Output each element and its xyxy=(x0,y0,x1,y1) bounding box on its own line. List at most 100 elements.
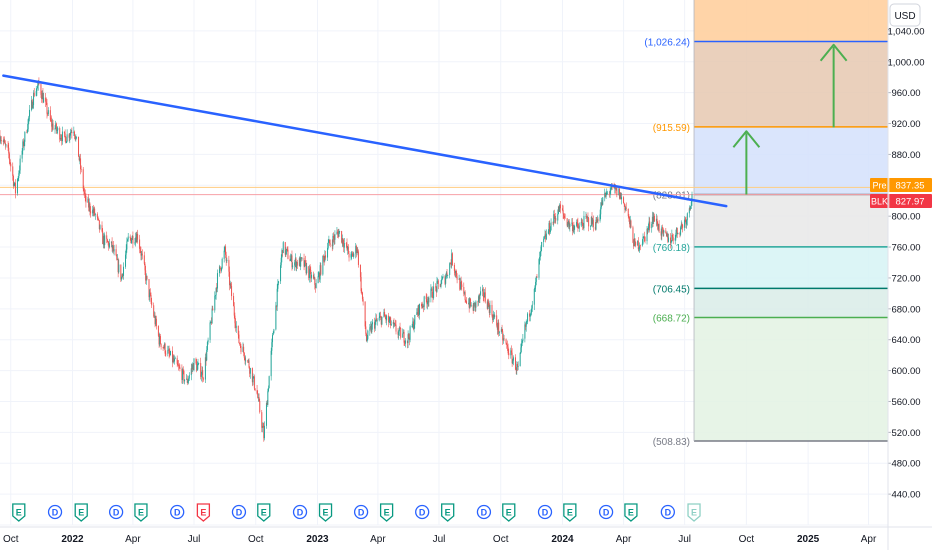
candle-body xyxy=(393,321,395,324)
earnings-marker[interactable] xyxy=(563,503,577,522)
dividend-marker[interactable] xyxy=(415,504,430,520)
price-badge-bg[interactable] xyxy=(870,194,932,208)
dividend-marker[interactable] xyxy=(660,504,675,520)
earnings-marker[interactable] xyxy=(441,503,455,522)
candle-body xyxy=(234,315,236,324)
earnings-marker[interactable] xyxy=(502,503,516,522)
dividend-marker[interactable] xyxy=(108,504,124,520)
time-tick-label: Jul xyxy=(678,534,691,545)
candle-body xyxy=(395,324,397,332)
candle-body xyxy=(296,262,298,266)
candle-body xyxy=(55,123,57,131)
candle-body xyxy=(657,224,659,230)
candle-body xyxy=(327,247,329,258)
time-axis[interactable]: Oct 2022 Apr Jul Oct 2023 Apr Jul Oct 2024 Apr Jul O… xyxy=(0,526,932,545)
earnings-marker[interactable] xyxy=(379,503,394,522)
candle-body xyxy=(233,296,235,307)
candle-body xyxy=(516,364,518,367)
candle-body xyxy=(314,284,316,289)
candle-body xyxy=(417,305,419,315)
candle-body xyxy=(280,257,282,266)
candle-body xyxy=(367,330,369,339)
candle-body xyxy=(427,301,429,303)
candle-body xyxy=(540,246,542,252)
price-badge-value: 837.35 xyxy=(895,181,924,192)
candle-body xyxy=(632,227,634,243)
earnings-marker[interactable] xyxy=(624,503,638,522)
candle-body xyxy=(31,100,33,110)
target-arrows[interactable] xyxy=(732,43,848,195)
candle-body xyxy=(157,326,159,336)
candle-body xyxy=(210,321,212,324)
candle-body xyxy=(233,306,235,316)
candle-body xyxy=(88,198,90,208)
candle-body xyxy=(446,272,448,276)
candle-body xyxy=(315,283,317,289)
candle-body xyxy=(686,220,688,225)
dividend-marker[interactable] xyxy=(292,504,308,520)
candle-body xyxy=(92,209,94,214)
candle-body xyxy=(580,222,582,226)
candle-body xyxy=(347,246,349,254)
candle-body xyxy=(496,325,498,330)
candle-body xyxy=(153,315,155,317)
candle-body xyxy=(267,391,269,405)
candle-body xyxy=(31,100,33,109)
price-axis-bg xyxy=(888,0,932,550)
dividend-marker[interactable] xyxy=(231,504,247,520)
candle-body xyxy=(127,239,129,242)
fibonacci-projection[interactable]: (1,026.24)(915.59)(828.01)(760.18)(706.4… xyxy=(644,0,888,448)
candle-body xyxy=(487,301,489,309)
candle-body xyxy=(120,277,122,280)
candle-body xyxy=(339,231,341,232)
candle-body xyxy=(155,318,157,325)
dividend-marker[interactable] xyxy=(537,504,553,520)
candle-body xyxy=(502,331,504,341)
earnings-marker[interactable] xyxy=(257,503,271,522)
event-letter: E xyxy=(16,508,22,518)
candle-body xyxy=(47,110,49,115)
earnings-marker[interactable] xyxy=(74,503,88,522)
earnings-marker[interactable] xyxy=(687,503,701,522)
earnings-marker[interactable] xyxy=(12,503,26,522)
dividend-marker[interactable] xyxy=(47,504,63,520)
price-axis[interactable]: 440.00 480.00 520.00 560.00 600.00 640.00 680.… xyxy=(870,0,932,550)
price-badge-bg[interactable] xyxy=(870,178,932,192)
dividend-marker[interactable] xyxy=(476,504,492,520)
candle-body xyxy=(57,128,59,131)
candle-body xyxy=(47,113,49,115)
currency-selector[interactable]: USD xyxy=(889,3,921,27)
trend-line[interactable] xyxy=(2,74,728,208)
candle-body xyxy=(470,304,472,306)
candle-body xyxy=(18,170,20,174)
fib-level-label: (508.83) xyxy=(653,437,690,448)
candle-body xyxy=(672,237,674,241)
earnings-marker[interactable] xyxy=(134,503,148,522)
candle-body xyxy=(591,217,593,224)
price-tick-label: 1,040.00 xyxy=(888,26,925,37)
trend-line-segment[interactable] xyxy=(2,74,728,208)
candle-body xyxy=(40,84,42,95)
candle-body xyxy=(522,338,524,341)
earnings-marker[interactable] xyxy=(196,503,211,522)
candle-body xyxy=(432,297,434,299)
currency-box[interactable] xyxy=(889,3,921,27)
candle-body xyxy=(484,292,486,298)
currency-label[interactable]: USD xyxy=(894,11,915,22)
arrow-head[interactable] xyxy=(819,43,848,62)
candle-body xyxy=(168,349,170,354)
candle-body xyxy=(599,214,601,221)
candle-body xyxy=(112,245,114,249)
dividend-marker[interactable] xyxy=(353,504,369,520)
candle-body xyxy=(674,238,676,241)
candle-body xyxy=(681,224,683,226)
candle-body xyxy=(555,218,557,221)
arrow-head[interactable] xyxy=(732,130,761,148)
dividend-marker[interactable] xyxy=(170,504,185,520)
earnings-marker[interactable] xyxy=(318,503,333,522)
candle-body xyxy=(517,366,519,367)
dividend-marker[interactable] xyxy=(598,504,614,520)
